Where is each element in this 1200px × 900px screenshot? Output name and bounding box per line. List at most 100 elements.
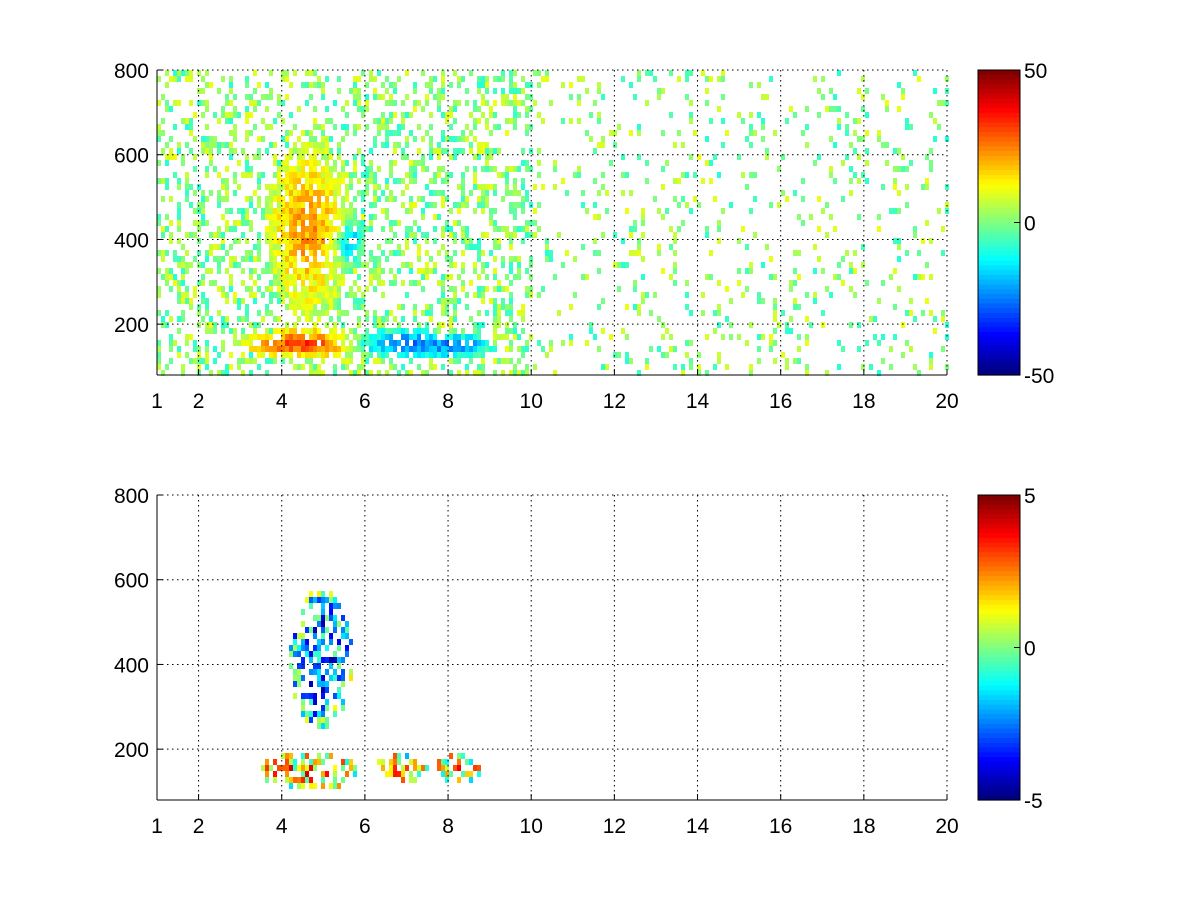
heatmap-cell (577, 166, 581, 172)
colorbar-segment (978, 151, 1020, 157)
heatmap-cell (509, 262, 513, 268)
heatmap-cell (429, 304, 433, 310)
heatmap-cell (349, 232, 353, 238)
heatmap-cell (361, 160, 365, 166)
heatmap-cell (477, 154, 481, 160)
heatmap-cell (429, 136, 433, 142)
heatmap-cell (313, 627, 317, 633)
heatmap-cell (269, 352, 273, 358)
heatmap-cell (369, 166, 373, 172)
heatmap-cell (185, 196, 189, 202)
heatmap-cell (865, 112, 869, 118)
heatmap-cell (201, 76, 205, 82)
heatmap-cell (405, 352, 409, 358)
heatmap-cell (597, 250, 601, 256)
heatmap-cell (469, 334, 473, 340)
heatmap-cell (401, 316, 405, 322)
x-tick-label: 20 (935, 815, 958, 838)
heatmap-cell (537, 160, 541, 166)
heatmap-cell (321, 627, 325, 633)
heatmap-cell (273, 346, 277, 352)
heatmap-cell (377, 328, 381, 334)
heatmap-cell (313, 202, 317, 208)
heatmap-cell (169, 346, 173, 352)
heatmap-cell (325, 627, 329, 633)
heatmap-cell (641, 292, 645, 298)
heatmap-cell (333, 328, 337, 334)
heatmap-cell (353, 160, 357, 166)
heatmap-cell (713, 154, 717, 160)
heatmap-cell (369, 352, 373, 358)
heatmap-cell (321, 304, 325, 310)
colorbar-tick-label: 5 (1024, 485, 1036, 508)
heatmap-cell (381, 759, 385, 765)
heatmap-cell (521, 370, 525, 376)
heatmap-cell (189, 100, 193, 106)
heatmap-cell (209, 148, 213, 154)
heatmap-cell (213, 166, 217, 172)
heatmap-cell (465, 196, 469, 202)
heatmap-cell (357, 262, 361, 268)
heatmap-cell (309, 310, 313, 316)
heatmap-cell (285, 166, 289, 172)
heatmap-cell (241, 280, 245, 286)
heatmap-cell (253, 298, 257, 304)
colorbar-segment (978, 785, 1020, 792)
heatmap-cell (625, 172, 629, 178)
heatmap-cell (285, 76, 289, 82)
heatmap-cell (461, 753, 465, 759)
heatmap-cell (157, 346, 161, 352)
heatmap-cell (261, 118, 265, 124)
heatmap-cell (373, 172, 377, 178)
heatmap-cell (813, 244, 817, 250)
heatmap-cell (281, 166, 285, 172)
heatmap-cell (477, 184, 481, 190)
heatmap-cell (313, 154, 317, 160)
heatmap-cell (285, 777, 289, 783)
heatmap-cell (217, 196, 221, 202)
heatmap-cell (489, 208, 493, 214)
heatmap-cell (297, 148, 301, 154)
heatmap-cell (269, 286, 273, 292)
heatmap-cell (309, 693, 313, 699)
heatmap-cell (893, 178, 897, 184)
heatmap-cell (285, 154, 289, 160)
heatmap-cell (477, 202, 481, 208)
heatmap-cell (305, 352, 309, 358)
heatmap-cell (693, 130, 697, 136)
heatmap-cell (285, 346, 289, 352)
heatmap-cell (313, 597, 317, 603)
heatmap-cell (337, 88, 341, 94)
heatmap-cell (241, 298, 245, 304)
heatmap-cell (293, 184, 297, 190)
heatmap-cell (333, 124, 337, 130)
heatmap-cell (921, 238, 925, 244)
heatmap-cell (893, 268, 897, 274)
heatmap-cell (313, 328, 317, 334)
heatmap-cell (409, 196, 413, 202)
heatmap-cell (161, 94, 165, 100)
heatmap-cell (345, 358, 349, 364)
heatmap-cell (481, 82, 485, 88)
heatmap-cell (757, 112, 761, 118)
heatmap-cell (289, 244, 293, 250)
heatmap-cell (341, 657, 345, 663)
heatmap-cell (493, 358, 497, 364)
heatmap-cell (253, 208, 257, 214)
heatmap-cell (517, 190, 521, 196)
heatmap-cell (817, 226, 821, 232)
heatmap-cell (189, 124, 193, 130)
heatmap-cell (441, 352, 445, 358)
heatmap-cell (533, 184, 537, 190)
heatmap-cell (313, 310, 317, 316)
heatmap-cell (293, 124, 297, 130)
x-tick-label: 10 (520, 815, 543, 838)
heatmap-cell (505, 232, 509, 238)
heatmap-cell (265, 238, 269, 244)
heatmap-cell (661, 268, 665, 274)
heatmap-cell (501, 298, 505, 304)
heatmap-cell (181, 118, 185, 124)
heatmap-cell (385, 256, 389, 262)
x-tick-label: 14 (686, 815, 710, 838)
heatmap-cell (297, 166, 301, 172)
